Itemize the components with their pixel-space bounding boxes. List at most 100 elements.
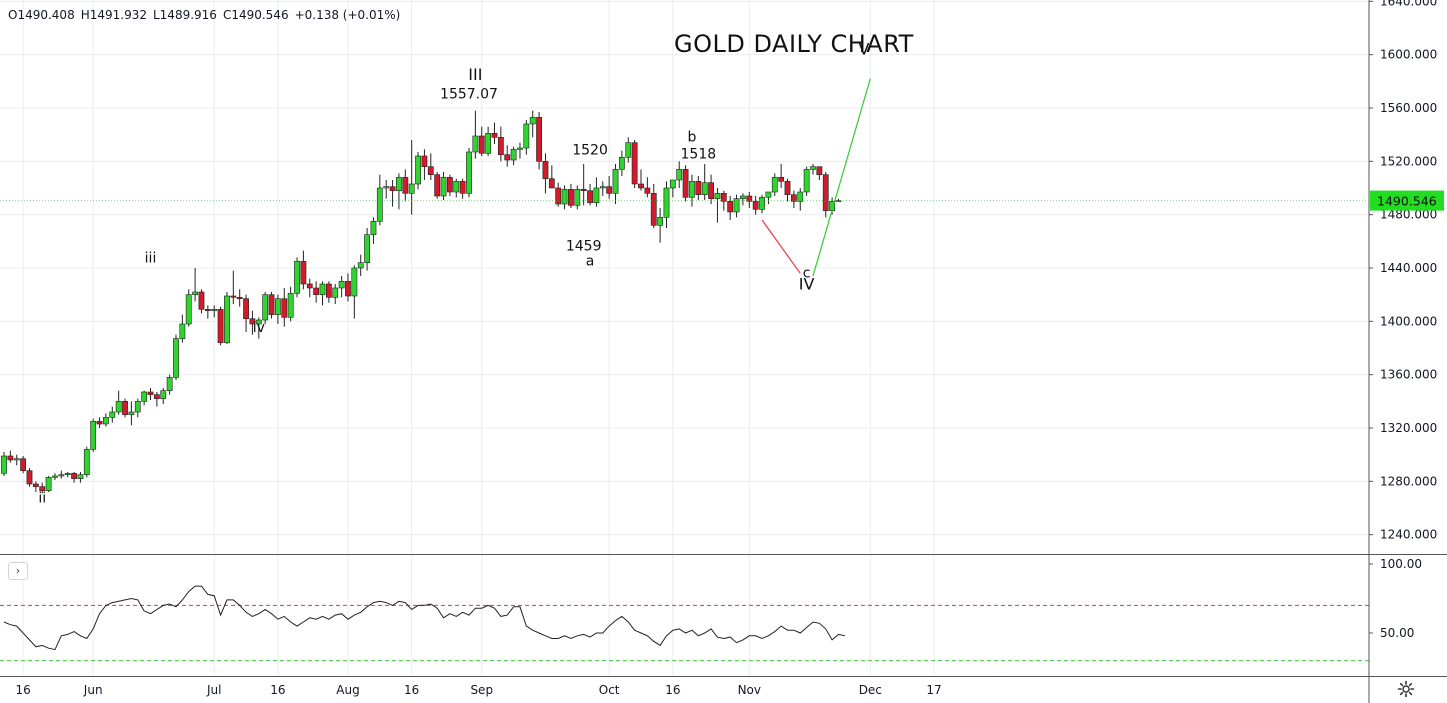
candle-body (217, 309, 224, 343)
rsi-indicator (0, 585, 1369, 662)
candle (39, 482, 46, 494)
candle-body (689, 181, 695, 198)
candle (249, 310, 256, 335)
candle-body (765, 191, 772, 198)
candle (217, 306, 224, 346)
candle-body (357, 262, 364, 269)
candle (816, 166, 823, 180)
candle-body (440, 177, 447, 197)
candle-body (618, 157, 625, 170)
wave-label: b (688, 129, 697, 145)
candle (618, 150, 625, 176)
candle-body (325, 283, 332, 298)
candle-body (268, 294, 275, 315)
candle-body (39, 486, 46, 491)
candle-body (1, 455, 7, 474)
candle (714, 187, 721, 223)
candle-body (185, 294, 192, 325)
candle-body (542, 161, 549, 179)
candle (128, 401, 135, 426)
projection-line (761, 219, 801, 274)
candle-body (319, 283, 326, 295)
candle-body (376, 187, 383, 222)
candle (803, 166, 810, 196)
candle (147, 387, 154, 400)
candle-body (249, 318, 256, 325)
candle (345, 273, 351, 302)
candle-body (510, 149, 517, 161)
collapse-pane-button[interactable]: › (8, 562, 28, 580)
candle-body (383, 186, 390, 189)
wave-label: 1518 (681, 147, 717, 163)
candle (555, 182, 562, 207)
chevron-right-icon: › (15, 564, 21, 577)
candle (644, 177, 651, 198)
candle (733, 194, 740, 218)
candle (255, 317, 262, 339)
candle (262, 291, 269, 324)
wave-label: V (858, 40, 869, 59)
candle (166, 374, 173, 395)
candle (459, 178, 466, 199)
candle (185, 289, 192, 327)
candle (517, 142, 523, 159)
candle-body (599, 186, 606, 189)
candle (300, 250, 307, 290)
grid-lines (0, 0, 1369, 676)
candle (408, 139, 415, 215)
candle (657, 207, 664, 243)
candle (7, 450, 14, 463)
candle-body (593, 187, 600, 203)
candle-body (682, 169, 689, 198)
candle (141, 390, 148, 406)
ohlc-readout: O1490.408 H1491.932 L1489.916 C1490.546 +0.1… (8, 8, 406, 22)
candle-body (179, 323, 186, 339)
candle (32, 481, 39, 492)
high-value: H1491.932 (80, 8, 147, 22)
candle-body (574, 189, 581, 206)
gear-icon[interactable] (1397, 680, 1415, 698)
time-tick-label: 16 (270, 683, 285, 697)
candle (211, 305, 218, 318)
candle (173, 334, 179, 380)
candle (287, 286, 294, 322)
candle (109, 406, 116, 423)
candle (281, 287, 288, 327)
candle (313, 281, 320, 303)
candle (96, 417, 103, 428)
candle-body (472, 135, 479, 153)
candle (740, 193, 746, 206)
candle (650, 183, 657, 228)
candle (26, 467, 33, 487)
candle (453, 178, 460, 198)
candle-body (434, 174, 441, 197)
candle-body (26, 470, 33, 485)
candle (568, 183, 574, 208)
wave-label: a (586, 253, 595, 269)
candle-body (504, 154, 511, 161)
candle (536, 111, 542, 170)
candle (20, 455, 27, 474)
candle-body (351, 267, 358, 297)
candle-body (759, 197, 765, 210)
candle (364, 227, 370, 271)
candle (434, 171, 441, 199)
candle-body (128, 411, 135, 415)
candle-body (631, 142, 638, 185)
candle-body (771, 177, 778, 193)
candle-body (300, 261, 307, 285)
candle (790, 190, 797, 208)
candle (542, 153, 549, 194)
candle-body (612, 169, 619, 194)
candle-body (313, 287, 320, 295)
candle-body (52, 475, 58, 478)
candle-body (529, 117, 536, 125)
candle-body (485, 133, 492, 154)
candle-body (115, 401, 122, 413)
chart-title: GOLD DAILY CHART (674, 30, 914, 58)
wave-label: iii (145, 251, 157, 267)
wave-projection-lines (761, 78, 871, 277)
candle-body (332, 287, 339, 298)
candle-body (548, 178, 555, 189)
